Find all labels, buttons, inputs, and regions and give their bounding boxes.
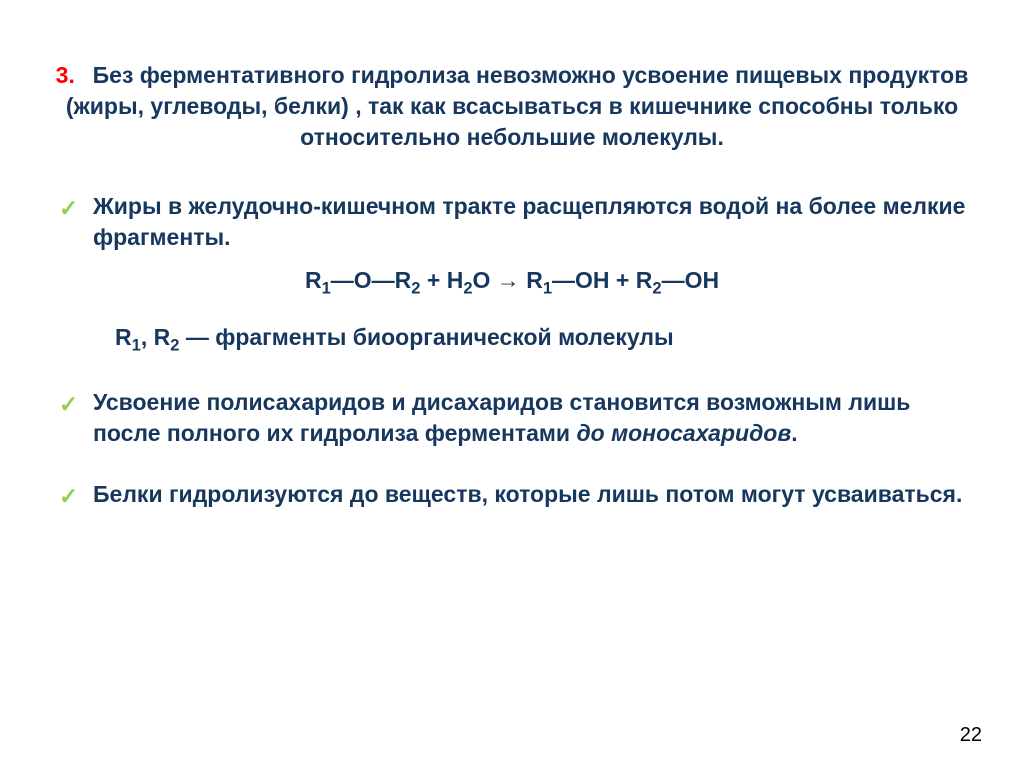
bullet-list: ✓ Жиры в желудочно-кишечном тракте расще… bbox=[55, 191, 969, 510]
slide-heading: 3. Без ферментативного гидролиза невозмо… bbox=[55, 60, 969, 153]
bullet-text-post: . bbox=[791, 420, 797, 446]
list-item: ✓ Белки гидролизуются до веществ, которы… bbox=[55, 479, 969, 510]
check-icon: ✓ bbox=[59, 481, 78, 512]
bullet-text: Белки гидролизуются до веществ, которые … bbox=[93, 481, 962, 507]
bullet-text: Жиры в желудочно-кишечном тракте расщепл… bbox=[93, 193, 965, 250]
fragment-note: R1, R2 — фрагменты биоорганической молек… bbox=[55, 324, 969, 351]
check-icon: ✓ bbox=[59, 193, 78, 224]
heading-text: Без ферментативного гидролиза невозможно… bbox=[66, 62, 969, 150]
page-number: 22 bbox=[960, 724, 982, 747]
check-icon: ✓ bbox=[59, 389, 78, 420]
heading-number: 3. bbox=[56, 62, 75, 88]
chemical-equation: R1—O—R2 + H2O → R1—OH + R2—OH bbox=[55, 267, 969, 294]
bullet-text-italic: до моносахаридов bbox=[576, 420, 791, 446]
list-item: ✓ Усвоение полисахаридов и дисахаридов с… bbox=[55, 387, 969, 449]
list-item: ✓ Жиры в желудочно-кишечном тракте расще… bbox=[55, 191, 969, 253]
